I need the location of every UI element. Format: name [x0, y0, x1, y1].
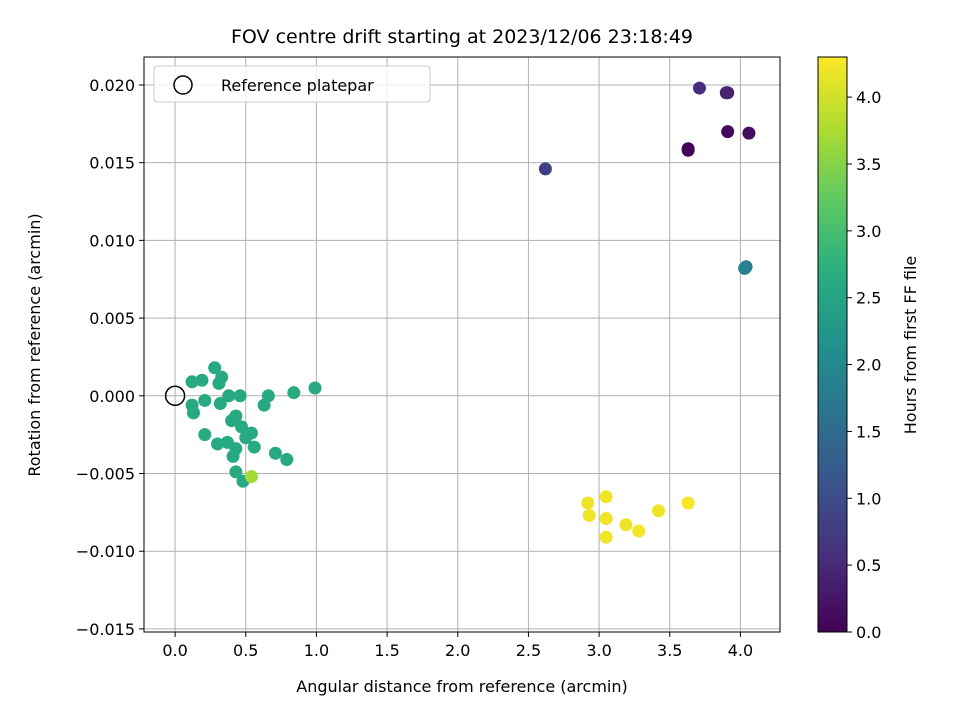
- scatter-point: [212, 376, 226, 390]
- colorbar-ticks: 0.0 0.5 1.0 1.5 2.0 2.5 3.0 3.5 4.0: [847, 88, 881, 642]
- scatter-point: [599, 512, 613, 526]
- scatter-point: [257, 398, 271, 412]
- x-tick-label: 3.5: [657, 641, 682, 660]
- x-tick-label: 1.0: [304, 641, 329, 660]
- x-axis-label: Angular distance from reference (arcmin): [296, 677, 627, 696]
- y-tick-label: 0.010: [89, 231, 135, 250]
- scatter-point: [681, 496, 695, 510]
- scatter-point: [308, 381, 322, 395]
- x-tick-label: 1.5: [374, 641, 399, 660]
- scatter-point: [225, 414, 239, 428]
- legend: Reference platepar: [153, 65, 431, 103]
- y-tick-label: 0.000: [89, 387, 135, 406]
- scatter-point: [235, 420, 249, 434]
- scatter-point: [186, 406, 200, 420]
- scatter-point: [681, 142, 695, 156]
- x-tick-label: 2.5: [516, 641, 541, 660]
- scatter-point: [195, 373, 209, 387]
- scatter-point: [229, 465, 243, 479]
- scatter-point: [244, 470, 258, 484]
- legend-frame: [153, 65, 431, 103]
- colorbar-gradient: [817, 56, 848, 633]
- legend-entry-reference: Reference platepar: [221, 76, 374, 95]
- colorbar-tick-label: 3.0: [856, 222, 881, 241]
- grid: [144, 57, 780, 632]
- x-tick-label: 0.0: [162, 641, 187, 660]
- scatter-point: [721, 86, 735, 100]
- scatter-point: [582, 508, 596, 522]
- scatter-point: [247, 440, 261, 454]
- scatter-point: [742, 126, 756, 140]
- x-tick-label: 3.0: [586, 641, 611, 660]
- scatter-point: [692, 81, 706, 95]
- legend-marker-reference: [173, 75, 193, 95]
- scatter-point: [210, 437, 224, 451]
- y-tick-label: 0.020: [89, 76, 135, 95]
- colorbar-tick-label: 2.5: [856, 289, 881, 308]
- x-tick-label: 0.5: [233, 641, 258, 660]
- scatter-point: [599, 490, 613, 504]
- y-axis-label: Rotation from reference (arcmin): [25, 213, 44, 476]
- scatter-point: [208, 361, 222, 375]
- colorbar-tick-label: 4.0: [856, 88, 881, 107]
- reference-platepar-marker: [164, 385, 186, 407]
- scatter-point: [287, 386, 301, 400]
- scatter-point: [738, 261, 752, 275]
- colorbar: 0.0 0.5 1.0 1.5 2.0 2.5 3.0 3.5 4.0 Hours from f…: [817, 56, 920, 642]
- scatter-point: [581, 496, 595, 510]
- scatter-point: [651, 504, 665, 518]
- scatter-point: [198, 428, 212, 442]
- scatter-point: [233, 389, 247, 403]
- colorbar-tick-label: 1.0: [856, 489, 881, 508]
- x-tick-label: 4.0: [728, 641, 753, 660]
- scatter-point: [226, 449, 240, 463]
- scatter-point: [198, 393, 212, 407]
- y-tick-label: −0.005: [76, 464, 135, 483]
- scatter-point: [213, 397, 227, 411]
- colorbar-tick-label: 3.5: [856, 155, 881, 174]
- scatter-point: [222, 389, 236, 403]
- scatter-point: [619, 518, 633, 532]
- y-tick-label: 0.015: [89, 154, 135, 173]
- colorbar-tick-label: 2.0: [856, 356, 881, 375]
- data-points: [164, 81, 756, 544]
- y-tick-label: −0.010: [76, 542, 135, 561]
- x-tick-label: 2.0: [445, 641, 470, 660]
- scatter-point: [239, 431, 253, 445]
- colorbar-tick-label: 0.5: [856, 556, 881, 575]
- colorbar-tick-label: 1.5: [856, 422, 881, 441]
- scatter-point: [721, 125, 735, 139]
- x-axis-ticks: 0.0 0.5 1.0 1.5 2.0 2.5 3.0 3.5 4.0: [162, 632, 753, 660]
- colorbar-label: Hours from first FF file: [901, 256, 920, 435]
- scatter-point: [599, 530, 613, 544]
- scatter-point: [185, 375, 199, 389]
- scatter-point: [280, 453, 294, 466]
- colorbar-tick-label: 0.0: [856, 623, 881, 642]
- chart-title: FOV centre drift starting at 2023/12/06 …: [231, 26, 693, 48]
- scatter-point: [268, 446, 282, 460]
- plot-area-frame: [143, 56, 781, 633]
- y-tick-label: 0.005: [89, 309, 135, 328]
- scatter-point: [538, 162, 552, 176]
- y-tick-label: −0.015: [76, 620, 135, 639]
- y-axis-ticks: −0.015 −0.010 −0.005 0.000 0.005 0.010 0.015 0.…: [76, 76, 144, 639]
- scatter-point: [632, 524, 646, 538]
